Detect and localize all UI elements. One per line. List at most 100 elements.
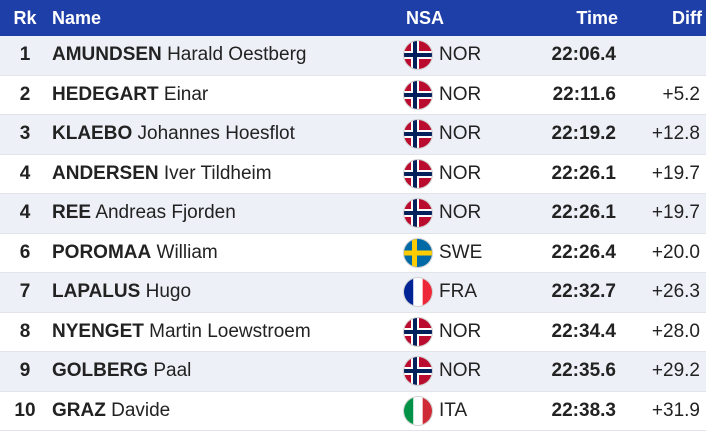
table-row[interactable]: 1 AMUNDSEN Harald Oestberg NOR 22:06.4 bbox=[0, 36, 706, 76]
header-diff[interactable]: Diff bbox=[672, 7, 702, 28]
table-row[interactable]: 3 KLAEBO Johannes Hoesflot NOR 22:19.2 +12.8 bbox=[0, 115, 706, 155]
sweden-flag-icon bbox=[404, 238, 432, 267]
norway-flag-icon bbox=[404, 41, 432, 70]
diff-cell: +12.8 bbox=[651, 123, 700, 145]
diff-cell: +5.2 bbox=[662, 83, 700, 105]
athlete-first-name: Johannes Hoesflot bbox=[137, 123, 295, 145]
nsa-cell: SWE bbox=[404, 238, 524, 267]
nsa-cell: NOR bbox=[404, 159, 524, 188]
rank-cell: 7 bbox=[19, 281, 31, 303]
athlete-first-name: Einar bbox=[163, 83, 209, 105]
nsa-cell: NOR bbox=[404, 199, 524, 228]
time-cell: 22:19.2 bbox=[551, 123, 616, 145]
header-name[interactable]: Name bbox=[52, 7, 102, 28]
rank-cell: 10 bbox=[14, 399, 36, 421]
table-row[interactable]: 2 HEDEGART Einar NOR 22:11.6 +5.2 bbox=[0, 75, 706, 115]
athlete-last-name: GRAZ bbox=[52, 399, 106, 421]
time-cell: 22:35.6 bbox=[551, 360, 616, 382]
nsa-code: SWE bbox=[439, 241, 483, 263]
rank-cell: 1 bbox=[19, 44, 31, 66]
athlete-first-name: Harald Oestberg bbox=[167, 44, 307, 66]
athlete-first-name: Davide bbox=[111, 399, 171, 421]
norway-flag-icon bbox=[404, 159, 432, 188]
athlete-name[interactable]: REE Andreas Fjorden bbox=[50, 202, 404, 224]
time-cell: 22:38.3 bbox=[551, 399, 616, 421]
athlete-last-name: REE bbox=[52, 202, 92, 224]
athlete-first-name: Iver Tildheim bbox=[163, 162, 272, 184]
athlete-first-name: Martin Loewstroem bbox=[149, 320, 311, 342]
athlete-name[interactable]: LAPALUS Hugo bbox=[50, 281, 404, 303]
nsa-code: NOR bbox=[439, 44, 482, 66]
nsa-cell: NOR bbox=[404, 41, 524, 70]
athlete-name[interactable]: ANDERSEN Iver Tildheim bbox=[50, 163, 404, 185]
nsa-code: NOR bbox=[439, 360, 482, 382]
athlete-last-name: POROMAA bbox=[52, 241, 152, 263]
norway-flag-icon bbox=[404, 357, 432, 386]
athlete-first-name: Hugo bbox=[145, 281, 192, 303]
header-rank[interactable]: Rk bbox=[13, 7, 37, 28]
table-header: Rk Name NSA Time Diff bbox=[0, 0, 706, 36]
athlete-name[interactable]: GOLBERG Paal bbox=[50, 360, 404, 382]
athlete-last-name: HEDEGART bbox=[52, 83, 159, 105]
nsa-code: NOR bbox=[439, 123, 482, 145]
table-row[interactable]: 4 REE Andreas Fjorden NOR 22:26.1 +19.7 bbox=[0, 194, 706, 234]
rank-cell: 2 bbox=[19, 83, 31, 105]
athlete-name[interactable]: NYENGET Martin Loewstroem bbox=[50, 321, 404, 343]
athlete-name[interactable]: KLAEBO Johannes Hoesflot bbox=[50, 123, 404, 145]
nsa-code: NOR bbox=[439, 202, 482, 224]
nsa-cell: FRA bbox=[404, 278, 524, 307]
nsa-code: NOR bbox=[439, 320, 482, 342]
athlete-name[interactable]: HEDEGART Einar bbox=[50, 84, 404, 106]
athlete-last-name: KLAEBO bbox=[52, 123, 133, 145]
athlete-first-name: Paal bbox=[153, 360, 192, 382]
time-cell: 22:26.4 bbox=[551, 241, 616, 263]
rank-cell: 8 bbox=[19, 320, 31, 342]
nsa-cell: NOR bbox=[404, 357, 524, 386]
table-row[interactable]: 7 LAPALUS Hugo FRA 22:32.7 +26.3 bbox=[0, 273, 706, 313]
italy-flag-icon bbox=[404, 396, 432, 425]
nsa-code: FRA bbox=[439, 281, 477, 303]
nsa-cell: NOR bbox=[404, 120, 524, 149]
table-body: 1 AMUNDSEN Harald Oestberg NOR 22:06.4 2 HEDE… bbox=[0, 36, 706, 431]
athlete-last-name: NYENGET bbox=[52, 320, 144, 342]
athlete-name[interactable]: AMUNDSEN Harald Oestberg bbox=[50, 44, 404, 66]
nsa-cell: NOR bbox=[404, 80, 524, 109]
athlete-first-name: Andreas Fjorden bbox=[95, 202, 236, 224]
nsa-code: ITA bbox=[439, 399, 468, 421]
rank-cell: 4 bbox=[19, 162, 31, 184]
table-row[interactable]: 8 NYENGET Martin Loewstroem NOR 22:34.4 +28.… bbox=[0, 312, 706, 352]
diff-cell: +31.9 bbox=[651, 399, 700, 421]
diff-cell: +28.0 bbox=[651, 320, 700, 342]
france-flag-icon bbox=[404, 278, 432, 307]
athlete-last-name: LAPALUS bbox=[52, 281, 141, 303]
diff-cell: +29.2 bbox=[651, 360, 700, 382]
norway-flag-icon bbox=[404, 199, 432, 228]
table-row[interactable]: 9 GOLBERG Paal NOR 22:35.6 +29.2 bbox=[0, 352, 706, 392]
athlete-last-name: GOLBERG bbox=[52, 360, 149, 382]
time-cell: 22:06.4 bbox=[551, 44, 616, 66]
rank-cell: 3 bbox=[19, 123, 31, 145]
table-row[interactable]: 4 ANDERSEN Iver Tildheim NOR 22:26.1 +19.7 bbox=[0, 154, 706, 194]
header-nsa[interactable]: NSA bbox=[406, 7, 445, 28]
rank-cell: 6 bbox=[19, 241, 31, 263]
diff-cell: +19.7 bbox=[651, 202, 700, 224]
time-cell: 22:32.7 bbox=[551, 281, 616, 303]
diff-cell: +20.0 bbox=[651, 241, 700, 263]
athlete-name[interactable]: GRAZ Davide bbox=[50, 400, 404, 422]
athlete-name[interactable]: POROMAA William bbox=[50, 242, 404, 264]
norway-flag-icon bbox=[404, 120, 432, 149]
rank-cell: 4 bbox=[19, 202, 31, 224]
header-time[interactable]: Time bbox=[576, 7, 618, 28]
norway-flag-icon bbox=[404, 80, 432, 109]
table-row[interactable]: 10 GRAZ Davide ITA 22:38.3 +31.9 bbox=[0, 391, 706, 431]
table-row[interactable]: 6 POROMAA William SWE 22:26.4 +20.0 bbox=[0, 233, 706, 273]
time-cell: 22:34.4 bbox=[551, 320, 616, 342]
norway-flag-icon bbox=[404, 317, 432, 346]
diff-cell: +26.3 bbox=[651, 281, 700, 303]
time-cell: 22:26.1 bbox=[551, 162, 616, 184]
nsa-code: NOR bbox=[439, 162, 482, 184]
nsa-code: NOR bbox=[439, 83, 482, 105]
rank-cell: 9 bbox=[19, 360, 31, 382]
athlete-last-name: ANDERSEN bbox=[52, 162, 159, 184]
